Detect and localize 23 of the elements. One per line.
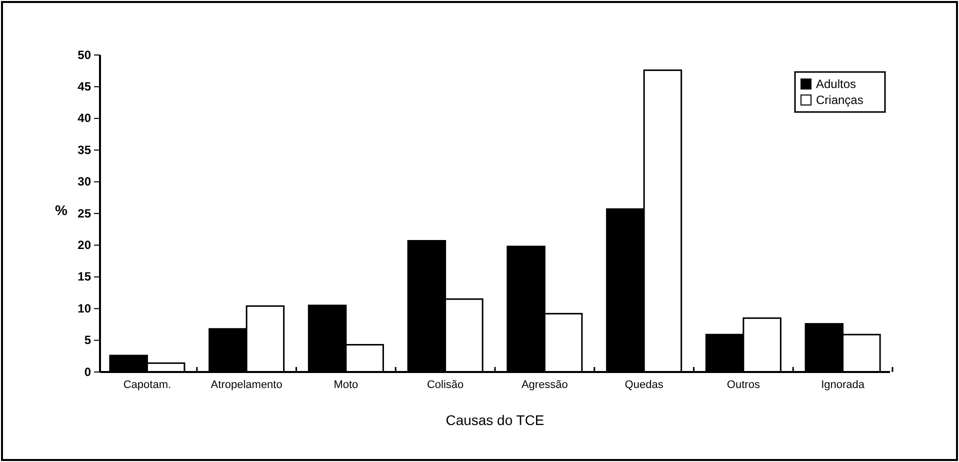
y-tick-label: 5	[84, 333, 92, 348]
y-tick-label: 25	[78, 206, 92, 220]
y-tick-label: 15	[78, 270, 92, 284]
x-tick-label: Ignorada	[821, 379, 866, 392]
x-tick-label: Moto	[334, 379, 358, 392]
y-tick-label: 35	[78, 142, 92, 157]
x-axis-title: Causas do TCE	[446, 412, 544, 428]
y-tick-label: 20	[78, 238, 92, 252]
x-tick-label: Capotam.	[123, 379, 172, 392]
y-tick-label: 40	[78, 111, 92, 126]
y-tick-label: 50	[78, 48, 92, 62]
y-tick-label: 0	[84, 364, 92, 379]
legend-label: Crianças	[816, 93, 864, 107]
x-tick-label: Colisão	[426, 379, 464, 392]
x-tick-label: Agressão	[521, 379, 568, 392]
x-tick-label: Outros	[726, 379, 760, 392]
x-tick-label: Atropelamento	[210, 379, 282, 392]
y-axis-title: %	[55, 202, 68, 218]
y-tick-label: 10	[78, 301, 92, 316]
legend-label: Adultos	[816, 77, 856, 91]
x-tick-label: Quedas	[624, 379, 664, 392]
y-tick-label: 45	[78, 80, 92, 94]
y-tick-label: 30	[78, 174, 92, 189]
